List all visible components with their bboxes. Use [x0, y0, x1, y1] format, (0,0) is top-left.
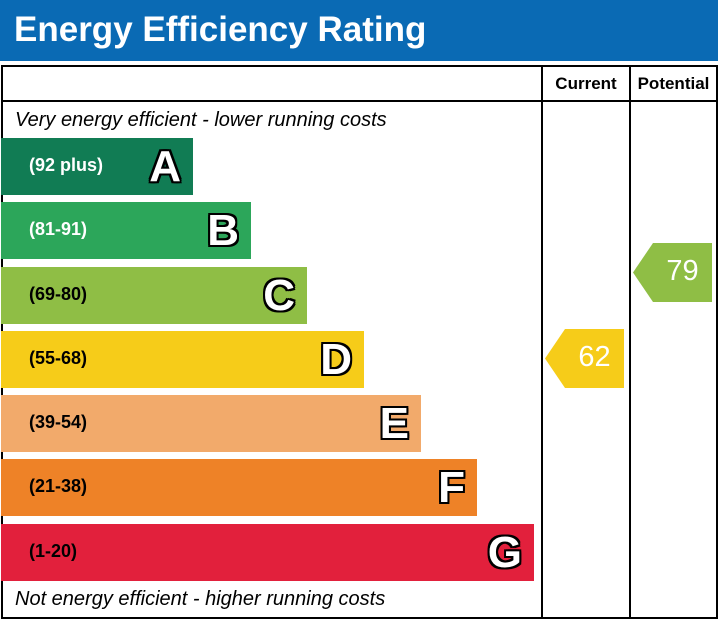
divider	[541, 65, 543, 619]
potential-arrow-shape	[633, 243, 712, 302]
potential-rating-arrow: 79	[633, 243, 712, 302]
band-bar-g: (1-20) G	[1, 524, 534, 581]
band-letter: B	[207, 206, 239, 255]
band-range: (39-54)	[29, 412, 88, 432]
band-bar-b: (81-91) B	[1, 202, 251, 259]
band-bar-d: (55-68) D	[1, 331, 364, 388]
band-letter: F	[438, 463, 465, 512]
current-arrow-shape	[545, 329, 624, 388]
header: Energy Efficiency Rating	[0, 0, 718, 61]
band-range: (55-68)	[29, 348, 88, 368]
divider	[629, 65, 631, 619]
band-letter: C	[263, 271, 295, 320]
current-rating-arrow: 62	[545, 329, 624, 388]
chart-title: Energy Efficiency Rating	[14, 10, 427, 49]
current-rating-value: 62	[578, 341, 611, 373]
band-letter: D	[320, 335, 352, 384]
band-letter: G	[487, 528, 522, 577]
band-bar-f: (21-38) F	[1, 459, 477, 516]
band-bar-a: (92 plus) A	[1, 138, 193, 195]
band-letter: E	[379, 399, 409, 448]
band-range: (69-80)	[29, 284, 88, 304]
band-range: (92 plus)	[29, 155, 104, 175]
top-note: Very energy efficient - lower running co…	[15, 109, 387, 131]
divider	[1, 100, 718, 102]
column-header-current: Current	[555, 74, 617, 93]
band-letter: A	[149, 142, 181, 191]
band-range: (1-20)	[29, 541, 78, 561]
potential-rating-value: 79	[666, 255, 699, 287]
band-bar-c: (69-80) C	[1, 267, 307, 324]
bottom-note: Not energy efficient - higher running co…	[15, 588, 386, 610]
column-header-potential: Potential	[637, 74, 710, 93]
band-bar-e: (39-54) E	[1, 395, 421, 452]
band-range: (81-91)	[29, 219, 88, 239]
band-range: (21-38)	[29, 476, 88, 496]
